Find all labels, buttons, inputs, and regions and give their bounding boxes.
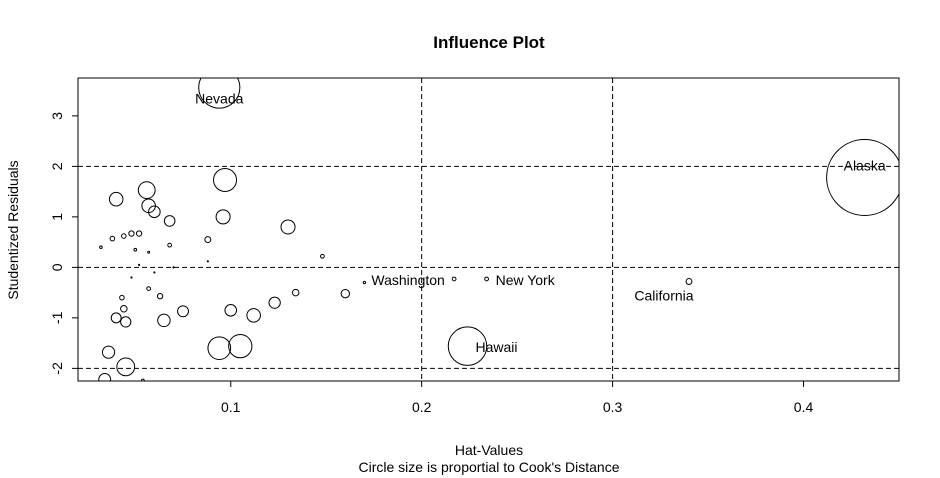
point-nevada xyxy=(198,78,241,109)
x-tick-label: 0.4 xyxy=(794,399,814,415)
point xyxy=(98,373,112,381)
point xyxy=(120,316,132,328)
y-tick-label: -1 xyxy=(49,311,65,324)
point-hawaii xyxy=(447,326,488,366)
point xyxy=(110,312,122,324)
point xyxy=(268,296,281,309)
point xyxy=(99,245,103,250)
point xyxy=(177,305,189,318)
point xyxy=(291,288,300,297)
point xyxy=(320,253,325,259)
point xyxy=(157,313,171,328)
point xyxy=(120,305,128,313)
y-axis: -2 -1 0 1 2 3 xyxy=(49,112,78,375)
label-new-york: New York xyxy=(496,272,556,288)
point xyxy=(141,378,145,381)
point xyxy=(340,288,350,299)
chart-subtitle: Circle size is proportial to Cook's Dist… xyxy=(359,459,620,475)
y-tick-label: 0 xyxy=(49,263,65,271)
point xyxy=(204,236,212,244)
point xyxy=(215,209,231,225)
point xyxy=(206,260,209,263)
point-new-york xyxy=(484,276,489,282)
y-tick-label: 1 xyxy=(49,213,65,221)
y-axis-label: Studentized Residuals xyxy=(5,160,21,299)
label-nevada: Nevada xyxy=(195,91,243,107)
point xyxy=(101,345,116,359)
x-tick-label: 0.2 xyxy=(412,399,432,415)
point xyxy=(130,276,133,279)
label-alaska: Alaska xyxy=(844,157,886,173)
point xyxy=(167,242,173,248)
plot-frame xyxy=(77,77,900,382)
points-layer xyxy=(98,78,899,381)
point xyxy=(362,280,367,285)
point-washington xyxy=(451,276,457,282)
point xyxy=(148,205,161,219)
point xyxy=(147,250,151,254)
label-hawaii: Hawaii xyxy=(475,339,517,355)
y-tick-label: 3 xyxy=(49,112,65,120)
reference-lines xyxy=(78,78,899,381)
label-california: California xyxy=(634,288,693,304)
y-tick-label: 2 xyxy=(49,162,65,170)
point xyxy=(146,286,152,291)
point xyxy=(119,294,125,301)
point xyxy=(137,263,141,266)
point-alaska xyxy=(826,138,899,216)
point xyxy=(207,336,232,361)
chart-title: Influence Plot xyxy=(433,33,545,52)
label-washington: Washington xyxy=(371,272,444,288)
point xyxy=(135,230,143,237)
point-california xyxy=(685,278,693,285)
x-axis-label: Hat-Values xyxy=(455,442,523,458)
point xyxy=(246,308,261,323)
x-axis: 0.1 0.2 0.3 0.4 xyxy=(221,381,813,415)
point xyxy=(133,247,138,252)
point xyxy=(121,233,127,239)
point xyxy=(213,168,238,193)
point xyxy=(156,293,164,300)
x-tick-label: 0.1 xyxy=(221,399,241,415)
point xyxy=(153,271,156,274)
point xyxy=(228,334,253,359)
y-tick-label: -2 xyxy=(49,362,65,375)
point xyxy=(172,266,175,269)
x-tick-label: 0.3 xyxy=(603,399,623,415)
point xyxy=(108,191,124,207)
point-labels: Nevada Alaska California Hawaii New York Wash… xyxy=(195,91,886,356)
point xyxy=(224,304,238,317)
point xyxy=(163,215,176,227)
point xyxy=(137,181,156,200)
point xyxy=(128,230,135,237)
point xyxy=(109,235,116,242)
point xyxy=(280,219,296,235)
point xyxy=(116,357,136,377)
